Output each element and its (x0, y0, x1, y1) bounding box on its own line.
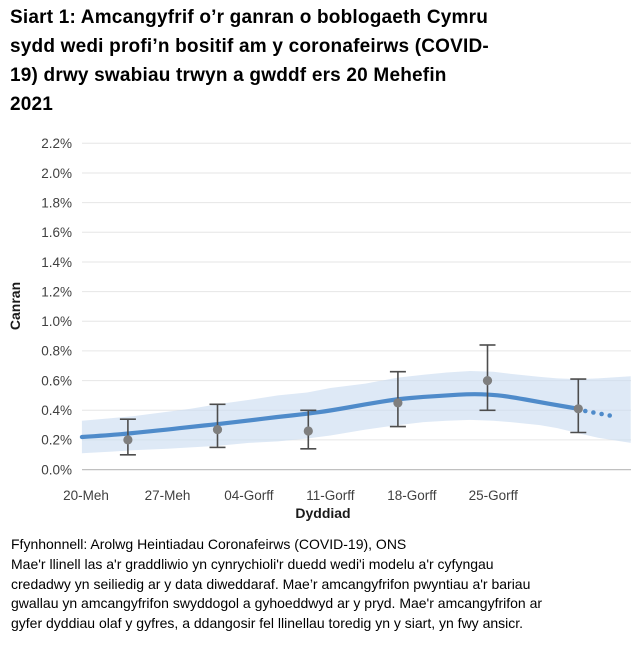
point-estimate-dot (393, 398, 403, 408)
x-tick-label: 27-Meh (145, 488, 191, 503)
note-line-1: Mae'r llinell las a'r graddliwio yn cynr… (11, 555, 494, 572)
x-tick-label: 18-Gorff (387, 488, 437, 503)
y-tick-label: 2.0% (41, 166, 72, 181)
trend-line-dotted-segment (607, 413, 612, 418)
chart-title-line-3: 19) drwy swabiau trwyn a gwddf ers 20 Me… (10, 65, 447, 86)
x-axis-title: Dyddiad (295, 505, 350, 521)
chart-title: Siart 1: Amcangyfrif o’r ganran o boblog… (10, 3, 630, 119)
chart-title-line-2: sydd wedi profi’n bositif am y coronafei… (10, 36, 489, 57)
point-estimate-dot (482, 376, 493, 386)
chart-title-line-4: 2021 (10, 94, 54, 115)
x-tick-label: 04-Gorff (224, 488, 274, 503)
y-axis-title: Canran (7, 282, 23, 330)
point-estimate-dot (123, 435, 133, 445)
note-line-2: credadwy yn seiliedig ar y data diweddar… (11, 575, 531, 592)
y-tick-label: 2.2% (41, 136, 72, 151)
source-line: Ffynhonnell: Arolwg Heintiadau Coronafei… (11, 536, 407, 552)
trend-line-dotted-segment (591, 410, 596, 415)
note-line-4: gyfer dyddiau olaf y gyfres, a ddangosir… (11, 615, 524, 632)
trend-line (79, 392, 581, 440)
y-tick-label: 1.4% (41, 255, 72, 270)
x-tick-label: 25-Gorff (469, 488, 519, 503)
y-tick-label: 0.2% (41, 433, 72, 448)
y-tick-label: 1.2% (41, 284, 72, 299)
y-tick-label: 1.8% (41, 195, 72, 210)
x-tick-label: 11-Gorff (306, 488, 355, 503)
chart-footnote: Ffynhonnell: Arolwg Heintiadau Coronafei… (11, 535, 631, 634)
point-estimate-dot (212, 425, 223, 435)
point-estimate-dot (573, 404, 583, 414)
note-line-3: gwallau yn amcangyfrifon swyddogol a gyh… (11, 595, 543, 612)
y-tick-label: 0.4% (41, 403, 72, 418)
y-tick-label: 0.0% (41, 462, 72, 477)
y-tick-label: 0.8% (41, 344, 72, 359)
y-tick-label: 1.6% (41, 225, 72, 240)
y-tick-label: 0.6% (41, 373, 72, 388)
trend-line-dotted-segment (599, 411, 604, 417)
chart-title-line-1: Siart 1: Amcangyfrif o’r ganran o boblog… (10, 7, 489, 28)
confidence-band (81, 371, 631, 454)
y-tick-label: 1.0% (41, 314, 72, 329)
x-tick-label: 20-Meh (63, 488, 109, 503)
trend-line-dotted-segment (583, 408, 588, 414)
point-estimate-dot (303, 426, 313, 436)
